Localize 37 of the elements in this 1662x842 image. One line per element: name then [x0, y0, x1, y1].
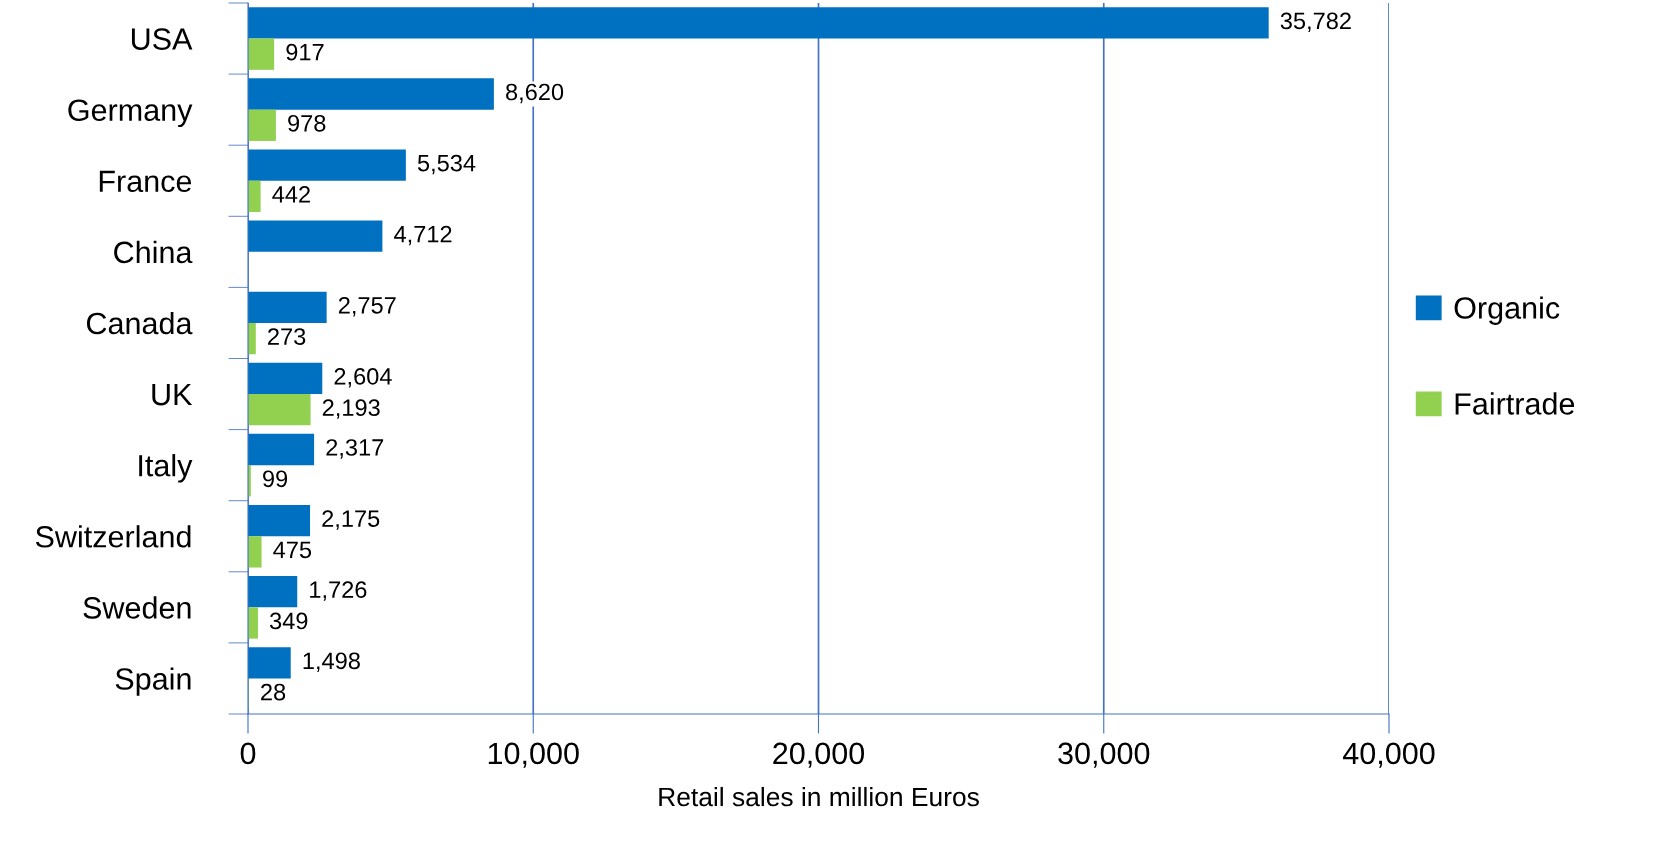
data-label: 917	[286, 43, 324, 61]
x-tick-label: 0	[240, 742, 256, 765]
x-tick-label: 40,000	[1342, 742, 1435, 768]
x-tick-label: 20,000	[773, 742, 865, 768]
data-label: 5,534	[417, 154, 476, 175]
data-label: 273	[268, 328, 306, 345]
data-label: 8,620	[506, 83, 564, 104]
legend-label: Organic	[1454, 296, 1560, 325]
data-label: 2,757	[338, 296, 396, 317]
y-tick-label: France	[99, 170, 192, 193]
data-label: 2,317	[326, 439, 384, 459]
y-tick-label: Germany	[68, 99, 193, 128]
y-tick-label: Switzerland	[35, 525, 191, 548]
legend-label: Fairtrade	[1455, 392, 1575, 415]
data-label: 1,726	[310, 581, 367, 601]
data-label: 99	[263, 470, 288, 488]
data-label: 28	[261, 683, 286, 701]
y-tick-label: Italy	[139, 454, 193, 483]
y-tick-label: Canada	[86, 311, 193, 335]
data-label: 2,175	[322, 510, 380, 530]
x-axis-title: Retail sales in million Euros	[659, 786, 979, 807]
data-label: 2,604	[334, 368, 392, 388]
y-tick-label: USA	[131, 28, 193, 50]
data-label: 35,782	[1280, 12, 1351, 33]
y-tick-label: UK	[152, 384, 193, 406]
data-label: 475	[273, 541, 312, 559]
data-label: 442	[272, 186, 310, 203]
data-label: 2,193	[322, 399, 380, 419]
x-tick-label: 10,000	[488, 742, 579, 768]
data-label: 978	[288, 114, 326, 132]
data-label: 349	[269, 612, 308, 630]
data-label: 1,498	[303, 652, 360, 672]
x-tick-label: 30,000	[1058, 742, 1150, 768]
y-tick-label: Spain	[115, 667, 191, 696]
y-tick-label: China	[114, 240, 193, 264]
y-tick-label: Sweden	[83, 596, 191, 619]
data-label: 4,712	[394, 225, 452, 246]
